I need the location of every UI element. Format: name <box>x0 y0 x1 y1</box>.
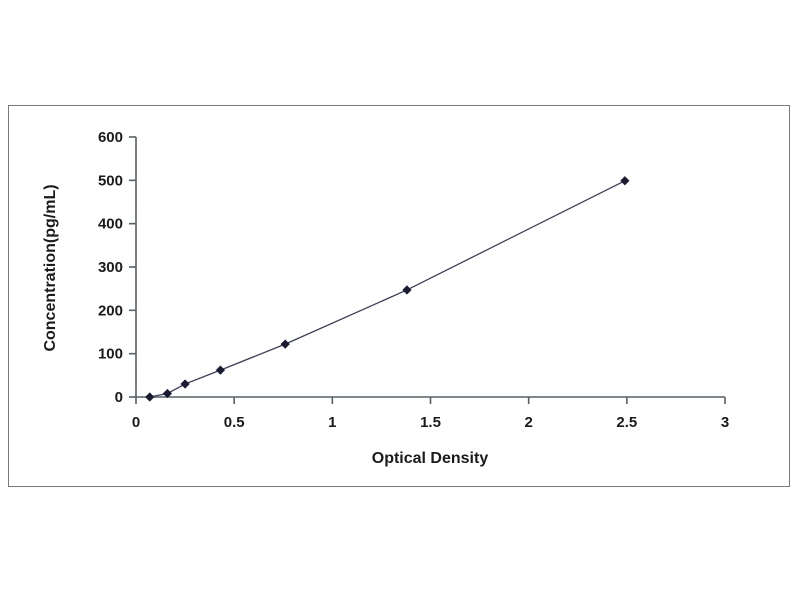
data-point-marker <box>402 285 412 295</box>
x-tick-label: 3 <box>721 414 729 431</box>
y-axis <box>129 136 137 398</box>
y-tick-label: 500 <box>98 172 123 189</box>
y-tick-label: 0 <box>115 389 123 406</box>
y-tick-label: 100 <box>98 346 123 363</box>
y-axis-title: Concentration(pg/mL) <box>42 184 59 351</box>
x-axis-tick-labels: 0 0.5 1 1.5 2 2.5 3 <box>132 414 729 431</box>
y-axis-tick-labels: 0 100 200 300 400 500 600 <box>98 129 123 406</box>
data-point-marker <box>620 176 630 186</box>
x-tick-label: 2.5 <box>616 414 637 431</box>
x-tick-label: 2 <box>524 414 532 431</box>
data-points <box>145 176 630 402</box>
y-tick-label: 600 <box>98 129 123 146</box>
data-series <box>149 180 626 398</box>
x-tick-label: 1 <box>328 414 336 431</box>
y-tick-label: 200 <box>98 302 123 319</box>
series-line-standard-curve <box>149 180 626 398</box>
y-tick-label: 300 <box>98 259 123 276</box>
x-tick-label: 1.5 <box>420 414 441 431</box>
data-point-marker <box>280 339 290 349</box>
x-tick-label: 0 <box>132 414 140 431</box>
data-point-marker <box>162 388 173 399</box>
x-axis <box>135 396 726 404</box>
y-tick-label: 400 <box>98 216 123 233</box>
x-axis-title: Optical Density <box>372 450 489 467</box>
figure-frame <box>8 105 790 487</box>
data-point-marker <box>180 379 190 389</box>
data-point-marker <box>215 365 226 375</box>
x-tick-label: 0.5 <box>224 414 245 431</box>
data-point-marker <box>145 392 155 402</box>
